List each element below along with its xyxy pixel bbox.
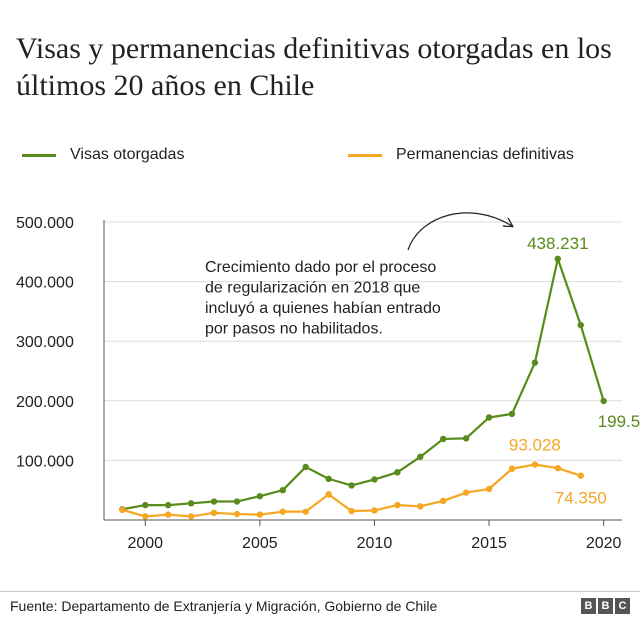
legend-swatch-visas	[22, 153, 56, 157]
x-tick-label: 2005	[242, 535, 278, 552]
y-tick-label: 200.000	[16, 394, 74, 411]
annotation-text-line: Crecimiento dado por el proceso	[205, 259, 436, 276]
data-point	[325, 475, 332, 483]
data-point	[417, 453, 424, 461]
data-point	[256, 492, 264, 500]
data-point	[210, 498, 218, 505]
data-point	[348, 507, 355, 515]
annotation-text-line: incluyó a quienes habían entrado	[205, 300, 441, 317]
data-point	[531, 461, 539, 468]
data-point	[531, 359, 539, 366]
data-point	[485, 485, 493, 493]
data-point	[164, 501, 172, 509]
bbc-logo-letter: B	[581, 598, 596, 614]
data-point	[210, 509, 218, 517]
data-label: 93.028	[509, 436, 561, 455]
data-label: 438.231	[527, 234, 588, 253]
data-point	[554, 464, 562, 472]
footer-divider	[0, 591, 640, 592]
data-point	[440, 497, 447, 505]
data-point	[508, 465, 516, 472]
y-tick-label: 500.000	[16, 215, 74, 232]
data-point	[279, 487, 286, 494]
line-chart: 100.000 200.000 300.000 400.000 500.000 2000 2…	[16, 212, 640, 552]
legend-item-permanencias: Permanencias definitivas	[348, 146, 574, 164]
data-point	[485, 414, 493, 421]
x-tick-label: 2000	[127, 535, 163, 552]
data-point	[371, 476, 378, 483]
data-point	[187, 513, 195, 520]
data-point	[508, 410, 516, 418]
data-point	[417, 503, 424, 510]
y-tick-label: 400.000	[16, 275, 74, 292]
data-point	[302, 508, 309, 515]
legend-label-visas: Visas otorgadas	[70, 146, 185, 163]
data-point	[233, 510, 241, 518]
data-point	[371, 507, 378, 514]
chart-title: Visas y permanencias definitivas otorgad…	[16, 32, 612, 102]
x-tick-label: 2015	[471, 535, 507, 552]
data-point	[187, 500, 195, 507]
data-point	[462, 489, 470, 496]
y-tick-label: 300.000	[16, 334, 74, 351]
data-label: 199.583	[598, 412, 640, 431]
source-note: Fuente: Departamento de Extranjería y Mi…	[10, 598, 438, 614]
data-point	[233, 498, 241, 505]
data-point	[577, 472, 584, 479]
annotation-text-line: por pasos no habilitados.	[205, 321, 383, 338]
annotation-text-line: de regularización en 2018 que	[205, 280, 420, 297]
data-point	[119, 506, 126, 514]
data-point	[325, 491, 332, 498]
bbc-logo-letter: C	[615, 598, 630, 614]
legend: Visas otorgadas Permanencias definitivas	[0, 146, 640, 166]
x-tick-label: 2020	[586, 535, 622, 552]
legend-label-permanencias: Permanencias definitivas	[396, 146, 574, 163]
bbc-logo-letter: B	[598, 598, 613, 614]
data-point	[256, 511, 264, 518]
data-point	[279, 508, 286, 515]
data-point	[440, 435, 447, 443]
data-point	[462, 435, 470, 442]
data-point	[600, 397, 607, 405]
data-point	[577, 321, 584, 329]
y-tick-label: 100.000	[16, 453, 74, 470]
data-label: 74.350	[555, 489, 607, 508]
legend-swatch-permanencias	[348, 153, 382, 157]
data-point	[302, 463, 309, 471]
legend-item-visas: Visas otorgadas	[22, 146, 184, 164]
data-point	[394, 469, 401, 476]
annotation-arrow	[407, 212, 512, 251]
data-point	[394, 501, 401, 509]
data-point	[554, 255, 562, 263]
series-line-0	[122, 257, 605, 511]
x-tick-label: 2010	[357, 535, 393, 552]
data-point	[142, 513, 149, 520]
data-point	[348, 482, 355, 489]
bbc-logo: B B C	[581, 598, 630, 614]
data-point	[142, 501, 149, 509]
data-point	[164, 511, 172, 518]
